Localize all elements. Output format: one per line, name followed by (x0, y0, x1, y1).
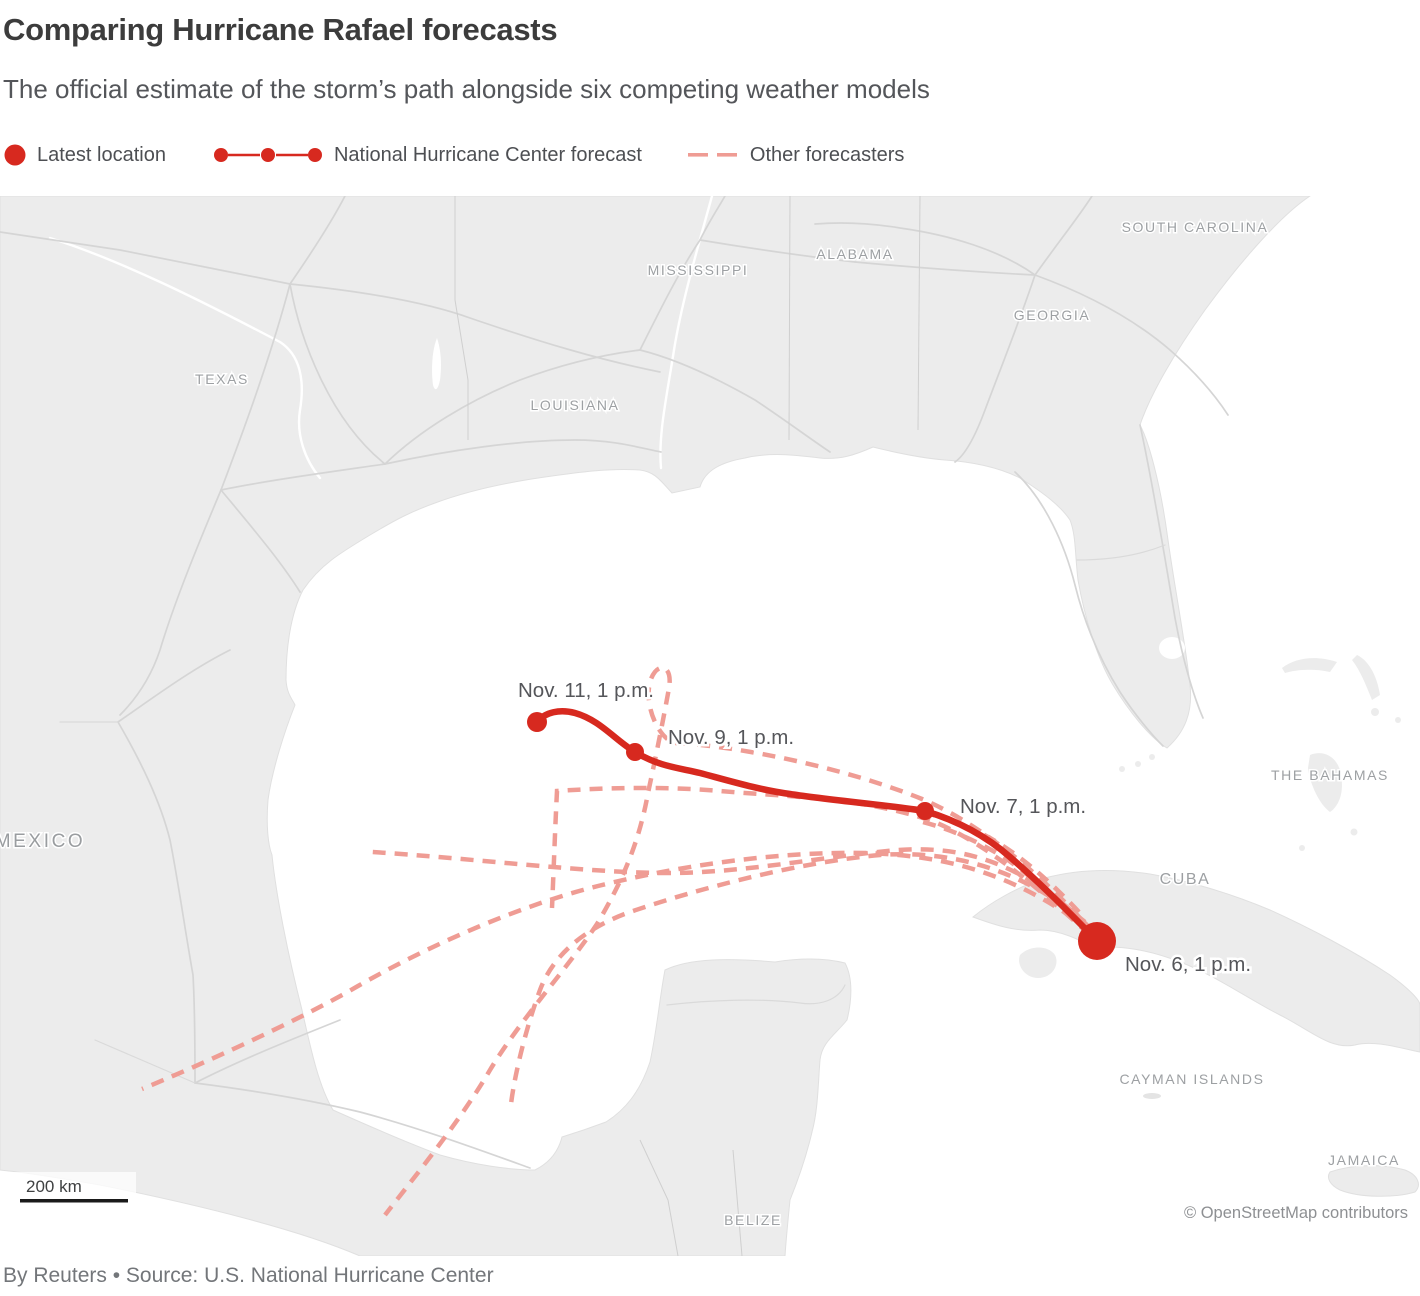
nhc-track-line (533, 708, 1101, 945)
latest-location-dot-icon (4, 144, 26, 166)
legend-item-nhc-forecast: National Hurricane Center forecast (212, 144, 642, 167)
model-track-3 (371, 847, 1090, 928)
point-label-nov6: Nov. 6, 1 p.m. (1125, 953, 1251, 976)
map-label-mexico: MEXICO (0, 831, 85, 852)
scale-label: 200 km (26, 1177, 82, 1196)
point-label-nov7: Nov. 7, 1 p.m. (960, 795, 1086, 818)
map-label-alabama: ALABAMA (816, 246, 893, 262)
legend-item-other-forecasters: Other forecasters (687, 143, 905, 167)
model-track-2 (549, 785, 1092, 937)
map-label-the-bahamas: THE BAHAMAS (1271, 767, 1389, 783)
legend-item-latest-location: Latest location (3, 143, 166, 167)
map-label-mississippi: MISSISSIPPI (648, 262, 749, 278)
track-point-nov7 (916, 802, 934, 820)
lake-okeechobee (1159, 637, 1185, 659)
model-track-6 (914, 817, 1098, 940)
page-title: Comparing Hurricane Rafael forecasts (3, 12, 558, 47)
page-subtitle: The official estimate of the storm’s pat… (3, 74, 930, 104)
legend-label: Other forecasters (749, 143, 905, 166)
legend-label: Latest location (37, 143, 166, 166)
point-label-nov9: Nov. 9, 1 p.m. (668, 726, 794, 749)
land-florida-keys (1119, 754, 1155, 772)
lake-toledo-bend (432, 338, 441, 390)
land-isla-juventud (1019, 947, 1057, 978)
track-point-nov6-latest (1078, 922, 1116, 960)
land-bahamas (1282, 655, 1401, 851)
track-point-nov9 (626, 743, 644, 761)
land-mainland (0, 196, 1311, 1256)
map-label-cuba: CUBA (1160, 871, 1211, 888)
map-label-texas: TEXAS (195, 371, 249, 387)
other-forecasters-dash-icon (687, 153, 737, 157)
map-label-georgia: GEORGIA (1014, 307, 1091, 323)
model-track-5 (508, 851, 1087, 1105)
borders (454, 196, 921, 1256)
map: TEXAS LOUISIANA MISSISSIPPI ALABAMA GEOR… (0, 196, 1420, 1256)
map-svg: TEXAS LOUISIANA MISSISSIPPI ALABAMA GEOR… (0, 196, 1420, 1256)
map-label-cayman-islands: CAYMAN ISLANDS (1119, 1071, 1264, 1087)
land-jamaica (1327, 1165, 1419, 1197)
point-label-nov11: Nov. 11, 1 p.m. (518, 679, 654, 702)
nhc-forecast-track-icon (213, 148, 322, 162)
map-attribution: © OpenStreetMap contributors (1184, 1204, 1408, 1222)
land-cayman (1143, 1093, 1161, 1099)
nhc-track (527, 708, 1116, 960)
map-label-jamaica: JAMAICA (1328, 1152, 1400, 1168)
river-mississippi (659, 196, 714, 470)
track-point-nov11 (527, 712, 547, 732)
legend: Latest location National Hurricane Cente… (3, 143, 950, 167)
river-red (48, 236, 322, 480)
map-label-louisiana: LOUISIANA (530, 397, 619, 413)
footer-credit: By Reuters • Source: U.S. National Hurri… (3, 1264, 494, 1287)
roads (0, 196, 1229, 1169)
model-track-4 (141, 850, 1093, 1092)
map-label-south-carolina: SOUTH CAROLINA (1122, 219, 1269, 235)
legend-label: National Hurricane Center forecast (333, 143, 642, 166)
map-label-belize: BELIZE (724, 1212, 782, 1228)
scale-bar: 200 km (12, 1172, 136, 1203)
